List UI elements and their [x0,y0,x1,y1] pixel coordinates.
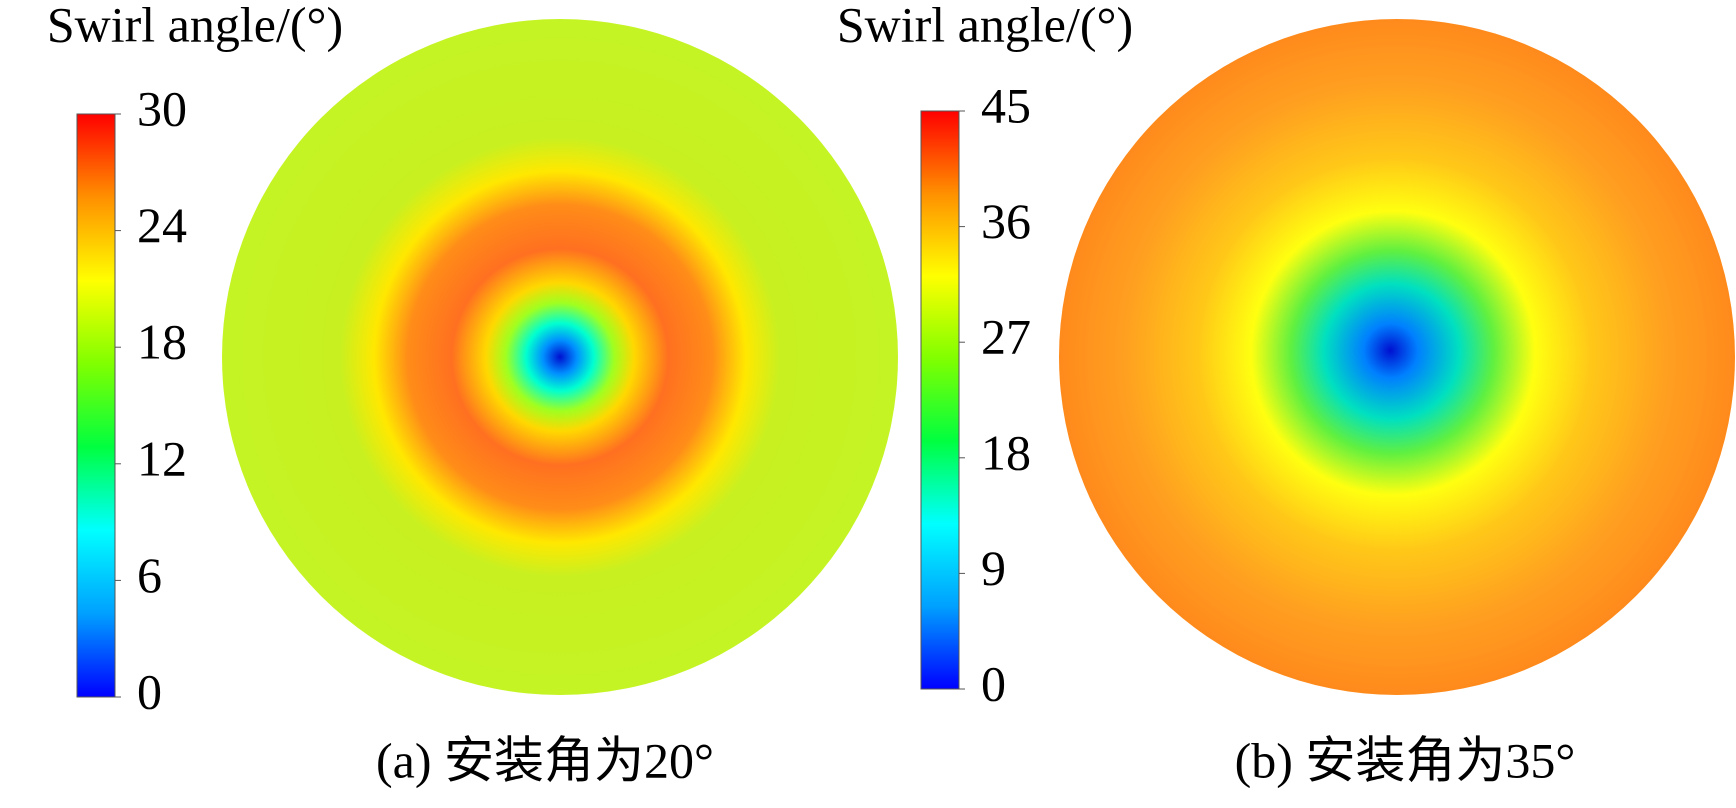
colorbar-tick-label: 6 [137,547,162,603]
colorbar-tick-label: 36 [981,193,1031,249]
colorbar-tick-label: 18 [137,314,187,370]
caption: (b) 安装角为35° [1235,732,1576,788]
colorbar-tick-label: 9 [981,540,1006,596]
colorbar-tick-label: 30 [137,80,187,136]
colorbar-tick-label: 0 [981,655,1006,711]
colorbar-tick-label: 27 [981,309,1031,365]
colorbar-tick-label: 45 [981,77,1031,133]
contour-field [1059,19,1735,695]
caption: (a) 安装角为20° [376,732,714,788]
colorbar-tick-label: 12 [137,430,187,486]
colorbar [920,110,960,690]
colorbar-title: Swirl angle/(°) [47,0,343,52]
colorbar-title: Swirl angle/(°) [837,0,1133,52]
contour-field [222,19,898,695]
colorbar-tick-label: 0 [137,663,162,719]
colorbar-tick-label: 24 [137,197,187,253]
colorbar [76,113,116,698]
colorbar-tick-label: 18 [981,424,1031,480]
